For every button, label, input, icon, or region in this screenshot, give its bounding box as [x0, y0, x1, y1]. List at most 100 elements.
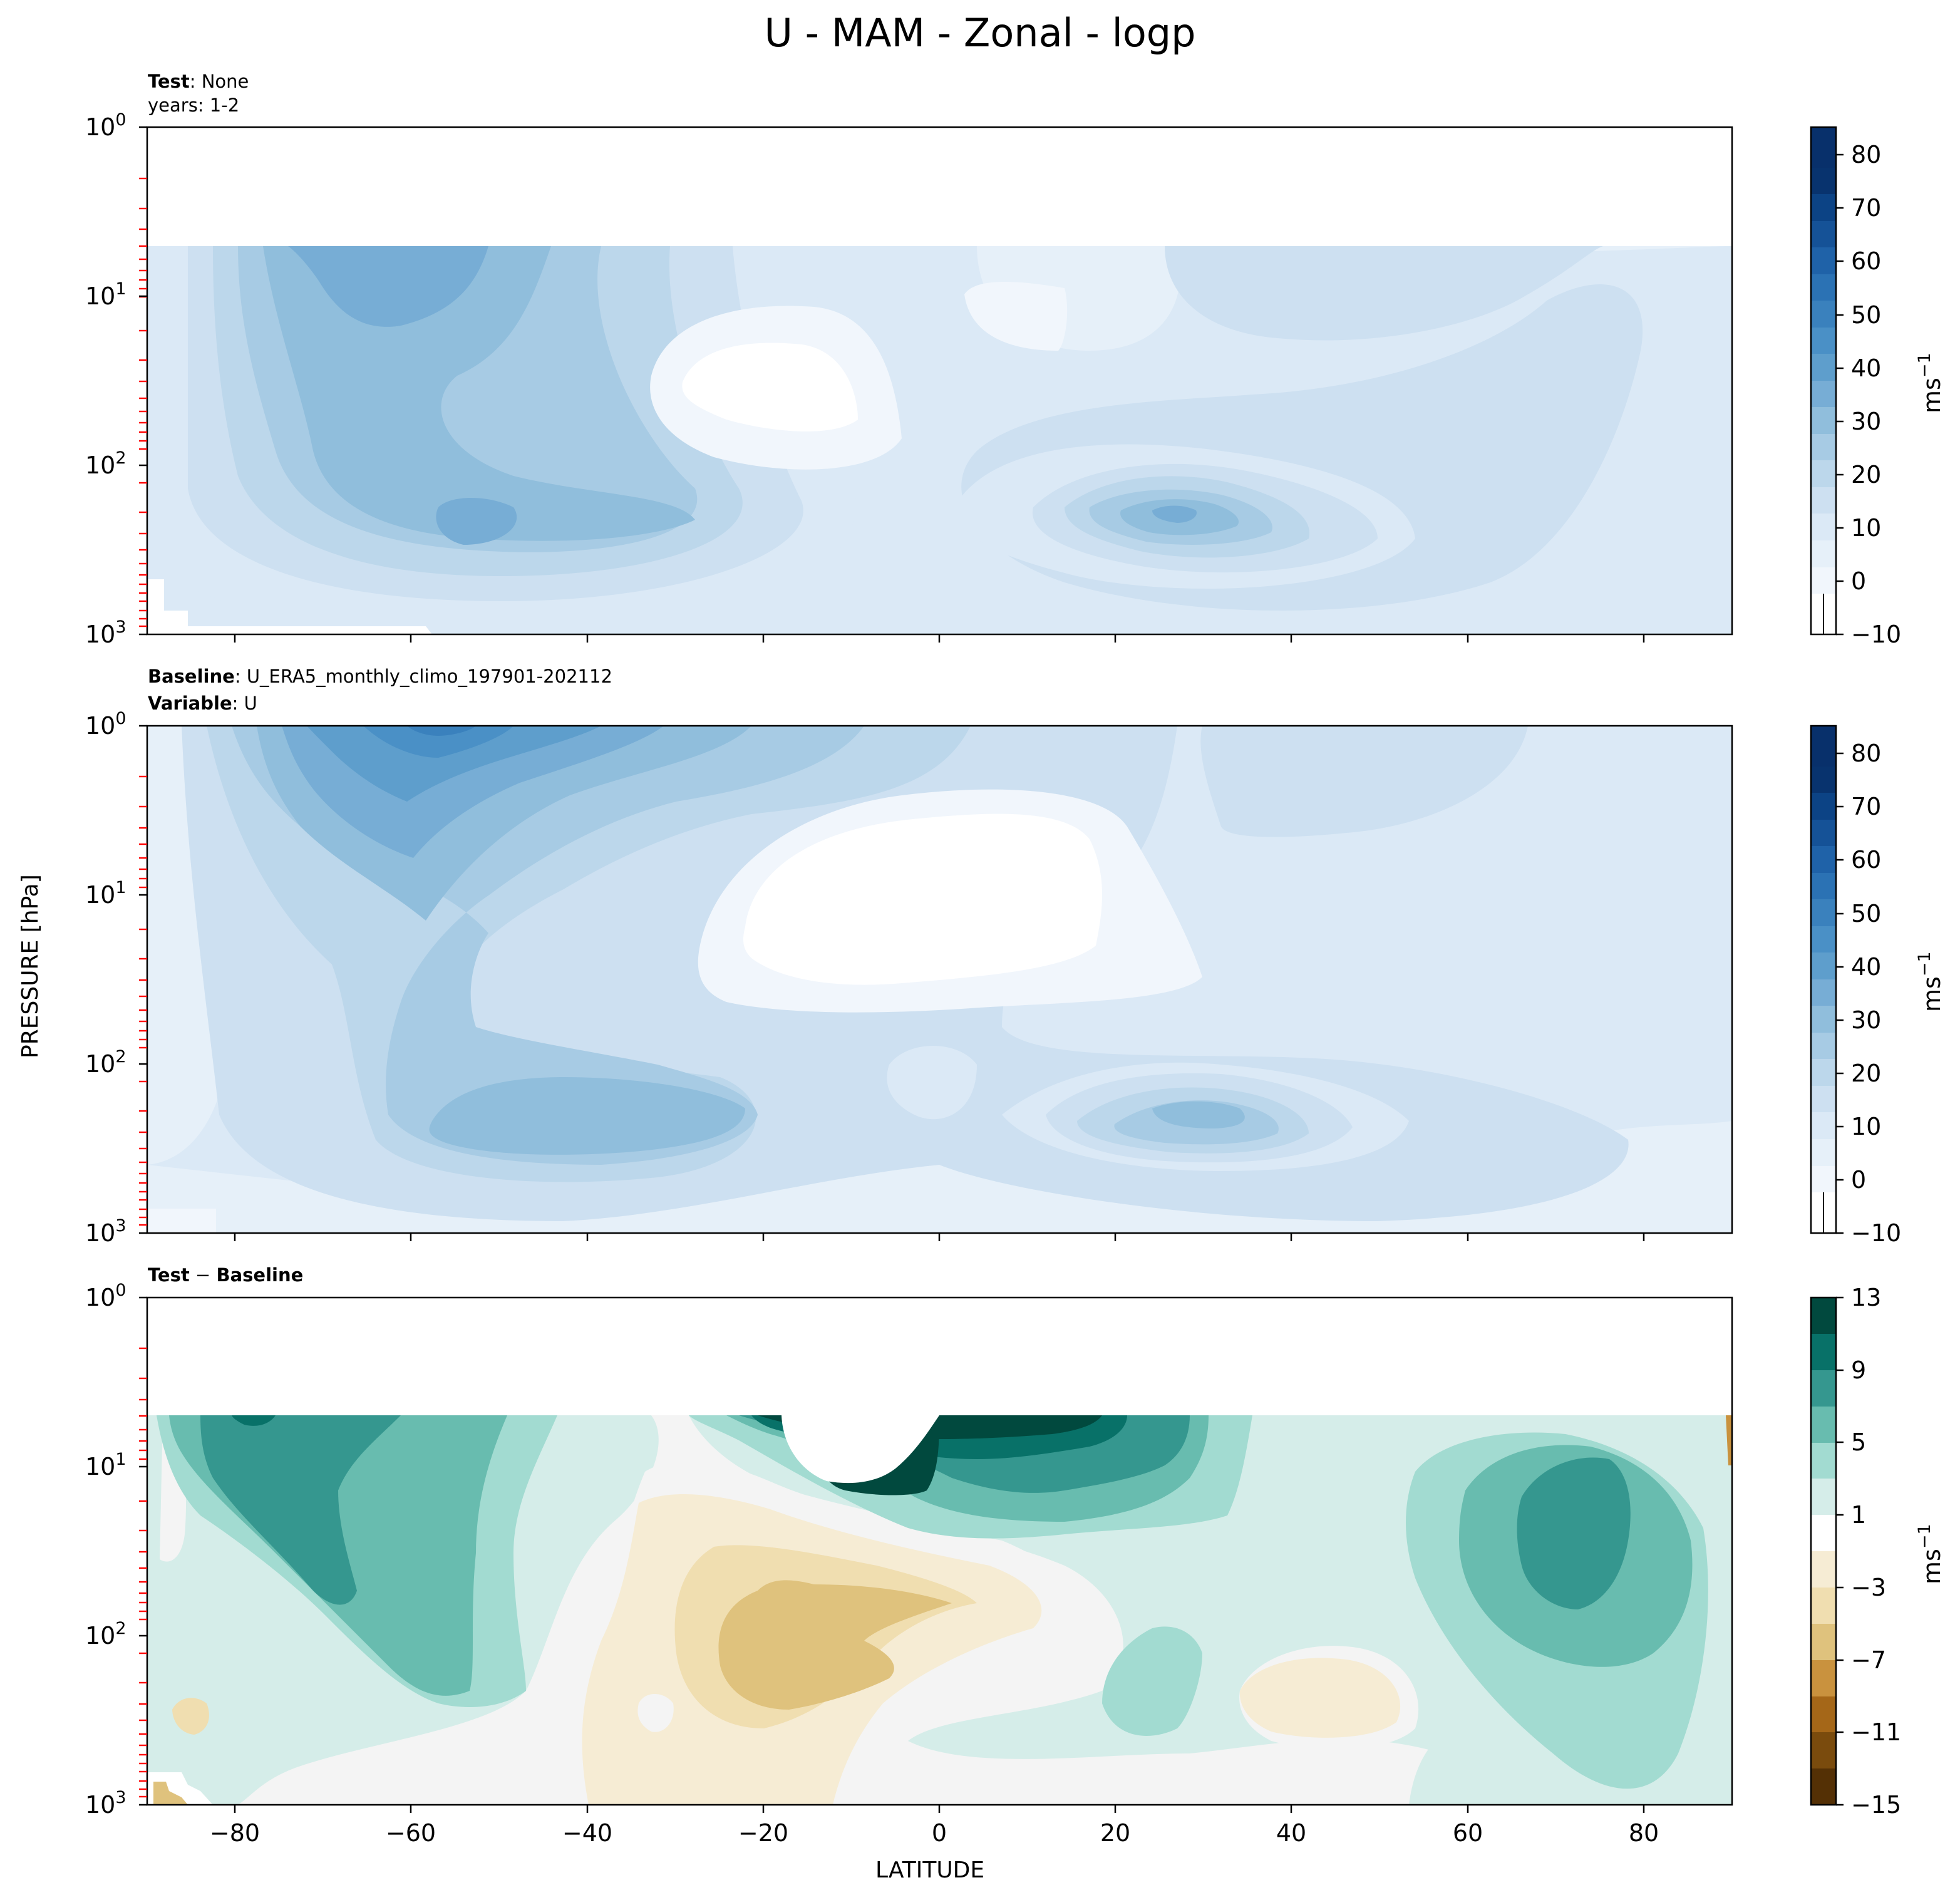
colorbar-band — [1811, 1696, 1836, 1732]
contour-band — [232, 1415, 276, 1426]
contour-band — [1409, 1715, 1528, 1805]
colorbar-tick-label: −10 — [1851, 1219, 1901, 1247]
x-tick-label: 40 — [1276, 1819, 1306, 1847]
colorbar-tick-label: 20 — [1851, 1060, 1881, 1087]
contour-band — [718, 1580, 952, 1710]
colorbar-band — [1811, 1112, 1836, 1139]
colorbar-test: 80 70 60 50 40 30 20 10 0 −10 ms−1 — [1810, 126, 1946, 648]
contour-band — [307, 726, 601, 802]
panel-test-ytick-labels: 100 101 102 103 — [85, 110, 126, 648]
colorbar-band — [1811, 1442, 1836, 1479]
colorbar-tick-label: 5 — [1851, 1428, 1866, 1456]
panel-test-yticks — [139, 126, 147, 636]
colorbar-band — [1811, 220, 1836, 247]
contour-band — [1152, 505, 1197, 523]
colorbar-band — [1811, 460, 1836, 487]
colorbar-band — [1811, 726, 1836, 767]
colorbar-band — [1811, 1660, 1836, 1696]
colorbar-tick-label: 0 — [1851, 567, 1866, 595]
x-tick-label: −80 — [210, 1819, 260, 1847]
contour-band — [1152, 1101, 1245, 1128]
colorbar-band — [1811, 793, 1836, 820]
contour-band — [147, 127, 1732, 246]
panel-baseline-variable: Variable: U — [148, 693, 257, 714]
panel-baseline-yticks — [139, 725, 147, 1234]
colorbar-band — [1811, 1551, 1836, 1588]
contour-band — [363, 726, 513, 758]
colorbar-band — [1811, 167, 1836, 194]
colorbar-band — [1811, 354, 1836, 381]
colorbar-band — [1811, 899, 1836, 926]
colorbar-tick-label: 1 — [1851, 1501, 1866, 1529]
y-tick-label: 102 — [85, 1047, 126, 1078]
colorbar-tick-label: 0 — [1851, 1166, 1866, 1194]
colorbar-band — [1811, 1407, 1836, 1443]
y-tick-label: 101 — [85, 279, 126, 310]
contour-band — [964, 282, 1068, 351]
colorbar-tick-label: 80 — [1851, 740, 1881, 767]
panel-difference-header: Test − Baseline — [148, 1264, 303, 1286]
colorbar-band — [1811, 1479, 1836, 1515]
colorbar-band — [1811, 247, 1836, 274]
colorbar-tick-label: 80 — [1851, 141, 1881, 168]
colorbar-tick-label: 50 — [1851, 900, 1881, 927]
panel-difference-contours — [147, 1298, 1732, 1805]
y-tick-label: 102 — [85, 1619, 126, 1650]
colorbar-tick-label: 30 — [1851, 1006, 1881, 1034]
panel-baseline-xticks — [234, 1233, 1645, 1241]
contour-band — [1165, 246, 1603, 341]
contour-band — [1102, 1626, 1202, 1736]
colorbar-frame — [1810, 725, 1837, 1234]
colorbar-band — [1811, 1165, 1836, 1192]
colorbar-band — [1811, 846, 1836, 873]
colorbar-tick-label: 30 — [1851, 408, 1881, 435]
y-tick-label: 100 — [85, 1281, 126, 1311]
colorbar-band — [1811, 514, 1836, 540]
contour-band — [147, 579, 432, 634]
colorbar-frame — [1810, 126, 1837, 636]
panel-baseline-header: Baseline: U_ERA5_monthly_climo_197901-20… — [148, 666, 612, 687]
panel-test-header: Test: None — [148, 71, 249, 92]
panel-baseline-contours — [147, 726, 1732, 1233]
colorbar-tick-label: −11 — [1851, 1718, 1901, 1746]
colorbar-units-label: ms−1 — [1915, 951, 1946, 1012]
contour-band — [429, 1077, 745, 1155]
colorbar-band — [1811, 433, 1836, 460]
x-tick-label: 60 — [1453, 1819, 1483, 1847]
panel-test-header-bold: Test — [148, 71, 190, 92]
colorbar-band — [1811, 487, 1836, 514]
contour-band — [637, 1694, 674, 1732]
colorbar-band — [1811, 1624, 1836, 1660]
panel-difference-yticks — [139, 1296, 147, 1806]
contour-band — [887, 1046, 977, 1120]
panel-test-contours — [147, 127, 1732, 634]
x-tick-label: −40 — [562, 1819, 612, 1847]
colorbar-band — [1811, 540, 1836, 567]
contour-band — [1517, 1457, 1631, 1609]
colorbar-frame — [1810, 1296, 1837, 1806]
colorbar-tick-label: 60 — [1851, 846, 1881, 874]
figure-title: U - MAM - Zonal - logp — [764, 10, 1196, 56]
colorbar-band — [1811, 1139, 1836, 1166]
colorbar-band — [1811, 1006, 1836, 1033]
panel-test-red-minor-ticks — [139, 177, 147, 627]
colorbar-band — [1811, 979, 1836, 1006]
panel-difference-ytick-labels: 100 101 102 103 — [85, 1281, 126, 1819]
colorbar-band — [1811, 819, 1836, 846]
colorbar-band — [1811, 766, 1836, 793]
contour-band — [682, 343, 858, 431]
contour-band — [153, 1782, 188, 1805]
colorbar-band — [1811, 567, 1836, 594]
colorbar-band — [1811, 1370, 1836, 1407]
panel-test-xticks — [234, 634, 1645, 643]
colorbar-tick-label: 13 — [1851, 1284, 1881, 1311]
panel-difference: Test − Baseline — [85, 1264, 1733, 1847]
colorbar-tick-label: −10 — [1851, 621, 1901, 648]
colorbar-band — [1811, 1298, 1836, 1334]
colorbar-tick-label: 40 — [1851, 354, 1881, 382]
colorbar-band — [1811, 194, 1836, 221]
colorbar-band — [1811, 1032, 1836, 1059]
colorbar-tick-label: −7 — [1851, 1646, 1886, 1674]
colorbar-tick-label: 10 — [1851, 1113, 1881, 1140]
contour-band — [407, 726, 476, 736]
